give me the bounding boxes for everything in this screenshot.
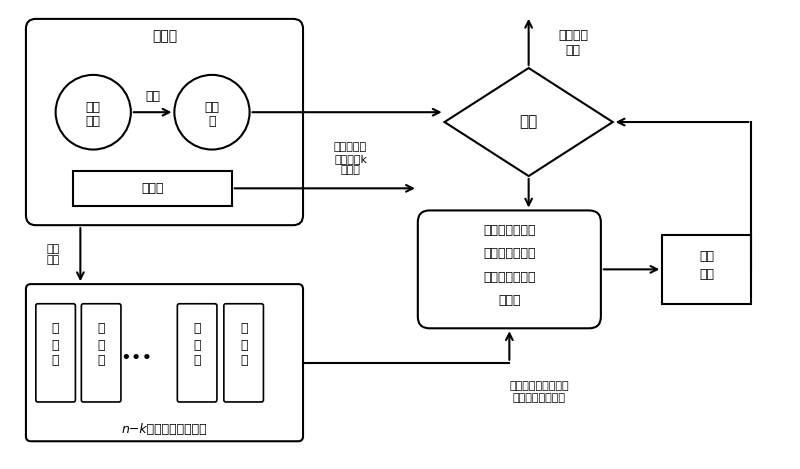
Bar [662, 235, 751, 304]
Text: 器: 器 [208, 114, 216, 128]
Text: 根据许可集中任: 根据许可集中任 [483, 224, 535, 236]
Text: 特征: 特征 [86, 114, 101, 128]
Text: n−k个独立远程服务器: n−k个独立远程服务器 [122, 423, 207, 436]
FancyBboxPatch shape [26, 19, 303, 225]
Text: 输出认证
结果: 输出认证 结果 [558, 30, 588, 58]
Text: 服: 服 [98, 322, 105, 335]
Text: 务: 务 [194, 339, 201, 351]
Text: 密特征: 密特征 [498, 295, 521, 307]
FancyBboxPatch shape [26, 284, 303, 441]
FancyBboxPatch shape [178, 304, 217, 402]
Text: 存储器: 存储器 [142, 182, 164, 195]
Text: 传感: 传感 [205, 101, 219, 114]
Text: 器: 器 [240, 354, 247, 367]
FancyBboxPatch shape [82, 304, 121, 402]
Text: 客户端: 客户端 [152, 30, 177, 44]
Text: 申明
身份: 申明 身份 [46, 244, 59, 265]
Text: 服: 服 [52, 322, 59, 335]
Ellipse shape [56, 75, 131, 150]
Text: 意份额组合恢复: 意份额组合恢复 [483, 247, 535, 260]
Text: 呈现: 呈现 [145, 90, 160, 103]
Polygon shape [445, 68, 613, 176]
Text: 服: 服 [194, 322, 201, 335]
Text: 匹配: 匹配 [519, 114, 538, 129]
Bar [74, 171, 232, 205]
Text: 务: 务 [98, 339, 105, 351]
Text: 器: 器 [52, 354, 59, 367]
Text: 服: 服 [240, 322, 247, 335]
FancyBboxPatch shape [36, 304, 75, 402]
Ellipse shape [174, 75, 250, 150]
Text: 务: 务 [240, 339, 247, 351]
Text: 去噪: 去噪 [699, 250, 714, 263]
Text: 务: 务 [52, 339, 59, 351]
Text: 取出客户端
中对应的k
张份额: 取出客户端 中对应的k 张份额 [334, 142, 367, 175]
Text: 器: 器 [194, 354, 201, 367]
FancyBboxPatch shape [224, 304, 263, 402]
FancyBboxPatch shape [418, 211, 601, 328]
Text: 人眼可辨识的秘: 人眼可辨识的秘 [483, 271, 535, 284]
Text: 处理: 处理 [699, 268, 714, 281]
Text: 分别从每个服务器中
输送一张对应份额: 分别从每个服务器中 输送一张对应份额 [510, 381, 569, 403]
Text: 生物: 生物 [86, 101, 101, 114]
Text: 器: 器 [98, 354, 105, 367]
Text: •••: ••• [121, 349, 153, 367]
